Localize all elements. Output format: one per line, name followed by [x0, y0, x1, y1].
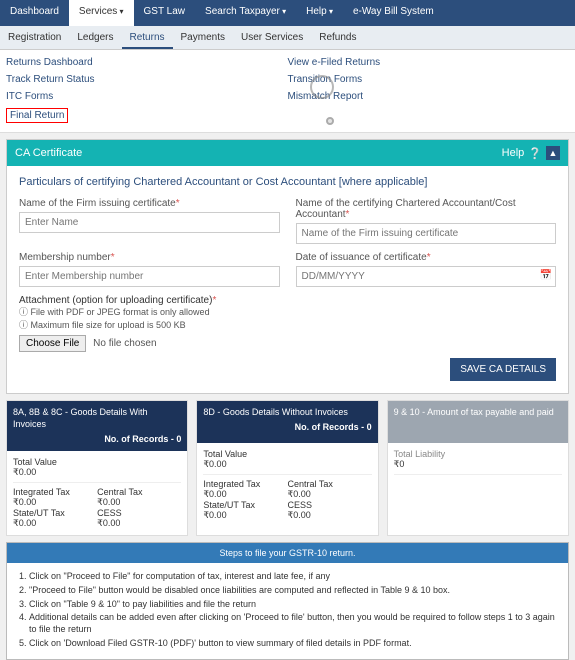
top-nav: DashboardServicesGST LawSearch TaxpayerH…: [0, 0, 575, 26]
topnav-e-way-bill-system[interactable]: e-Way Bill System: [343, 0, 444, 26]
member-label: Membership number*: [19, 252, 280, 263]
hint-2: ⓘ Maximum file size for upload is 500 KB: [19, 319, 556, 332]
summary-card-0[interactable]: 8A, 8B & 8C - Goods Details With Invoice…: [6, 400, 188, 536]
subnav-payments[interactable]: Payments: [173, 26, 233, 49]
topnav-search-taxpayer[interactable]: Search Taxpayer: [195, 0, 296, 26]
tax-row: Integrated TaxCentral Tax: [13, 487, 181, 497]
hint-1: ⓘ File with PDF or JPEG format is only a…: [19, 306, 556, 319]
cursor-dot-icon: [326, 117, 334, 125]
tax-row: ₹0.00₹0.00: [203, 489, 371, 500]
card-head: 9 & 10 - Amount of tax payable and paid: [388, 401, 568, 443]
tax-row: State/UT TaxCESS: [13, 508, 181, 518]
help-button[interactable]: Help ❔ ▲: [502, 146, 560, 160]
topnav-gst-law[interactable]: GST Law: [134, 0, 196, 26]
section-heading: Particulars of certifying Chartered Acco…: [19, 176, 556, 188]
step-2: "Proceed to File" button would be disabl…: [29, 585, 560, 597]
help-label: Help: [502, 147, 525, 159]
member-input[interactable]: [19, 266, 280, 287]
subnav-ledgers[interactable]: Ledgers: [69, 26, 121, 49]
ca-certificate-panel: CA Certificate Help ❔ ▲ Particulars of c…: [6, 139, 569, 394]
no-file-label: No file chosen: [93, 338, 156, 349]
firm-input[interactable]: [19, 212, 280, 233]
panel-title: CA Certificate: [15, 147, 82, 159]
subnav-registration[interactable]: Registration: [0, 26, 69, 49]
panel-body: Particulars of certifying Chartered Acco…: [7, 166, 568, 393]
card-body: Total Value₹0.00 Integrated TaxCentral Ta…: [7, 451, 187, 535]
date-label: Date of issuance of certificate*: [296, 252, 557, 263]
tax-row: Integrated TaxCentral Tax: [203, 479, 371, 489]
returns-links: Returns DashboardTrack Return StatusITC …: [0, 50, 575, 133]
card-body: Total Liability₹0: [388, 443, 568, 485]
topnav-services[interactable]: Services: [69, 0, 134, 26]
total-value: Total Value₹0.00: [13, 457, 181, 483]
save-ca-button[interactable]: SAVE CA DETAILS: [450, 358, 556, 381]
link-itc-forms[interactable]: ITC Forms: [6, 88, 288, 105]
summary-cards: 8A, 8B & 8C - Goods Details With Invoice…: [6, 400, 569, 536]
steps-title: Steps to file your GSTR-10 return.: [7, 543, 568, 563]
tax-row: ₹0.00₹0.00: [203, 510, 371, 521]
step-1: Click on "Proceed to File" for computati…: [29, 571, 560, 583]
card-head: 8D - Goods Details Without Invoices No. o…: [197, 401, 377, 443]
firm-label: Name of the Firm issuing certificate*: [19, 198, 280, 209]
panel-header: CA Certificate Help ❔ ▲: [7, 140, 568, 166]
tax-row: ₹0.00₹0.00: [13, 497, 181, 508]
ca-label: Name of the certifying Chartered Account…: [296, 198, 557, 220]
total-liability: Total Liability₹0: [394, 449, 562, 475]
summary-card-2[interactable]: 9 & 10 - Amount of tax payable and paid T…: [387, 400, 569, 536]
ca-input[interactable]: [296, 223, 557, 244]
tax-row: State/UT TaxCESS: [203, 500, 371, 510]
attach-label: Attachment (option for uploading certifi…: [19, 295, 216, 306]
tax-row: ₹0.00₹0.00: [13, 518, 181, 529]
summary-card-1[interactable]: 8D - Goods Details Without Invoices No. o…: [196, 400, 378, 536]
total-value: Total Value₹0.00: [203, 449, 371, 475]
card-records: No. of Records - 0: [203, 422, 371, 434]
card-records: No. of Records - 0: [13, 434, 181, 446]
link-view-e-filed-returns[interactable]: View e-Filed Returns: [288, 54, 570, 71]
card-title: 8A, 8B & 8C - Goods Details With Invoice…: [13, 407, 181, 430]
card-head: 8A, 8B & 8C - Goods Details With Invoice…: [7, 401, 187, 451]
steps-panel: Steps to file your GSTR-10 return. Click…: [6, 542, 569, 660]
links-left: Returns DashboardTrack Return StatusITC …: [6, 54, 288, 126]
date-input[interactable]: [296, 266, 557, 287]
subnav-returns[interactable]: Returns: [122, 26, 173, 49]
card-title: 9 & 10 - Amount of tax payable and paid: [394, 407, 562, 419]
help-icon: ❔: [528, 147, 542, 160]
subnav-refunds[interactable]: Refunds: [311, 26, 364, 49]
link-returns-dashboard[interactable]: Returns Dashboard: [6, 54, 288, 71]
steps-list: Click on "Proceed to File" for computati…: [7, 563, 568, 659]
step-3: Click on "Table 9 & 10" to pay liabiliti…: [29, 599, 560, 611]
topnav-dashboard[interactable]: Dashboard: [0, 0, 69, 26]
topnav-help[interactable]: Help: [296, 0, 343, 26]
step-5: Click on 'Download Filed GSTR-10 (PDF)' …: [29, 638, 560, 650]
link-track-return-status[interactable]: Track Return Status: [6, 71, 288, 88]
card-body: Total Value₹0.00 Integrated TaxCentral Ta…: [197, 443, 377, 527]
choose-file-button[interactable]: Choose File: [19, 335, 86, 352]
step-4: Additional details can be added even aft…: [29, 612, 560, 635]
collapse-icon[interactable]: ▲: [546, 146, 560, 160]
cursor-indicator-icon: [310, 75, 334, 99]
card-title: 8D - Goods Details Without Invoices: [203, 407, 371, 419]
calendar-icon[interactable]: 📅: [540, 270, 552, 281]
link-final-return[interactable]: Final Return: [6, 105, 288, 126]
sub-nav: RegistrationLedgersReturnsPaymentsUser S…: [0, 26, 575, 50]
subnav-user-services[interactable]: User Services: [233, 26, 311, 49]
